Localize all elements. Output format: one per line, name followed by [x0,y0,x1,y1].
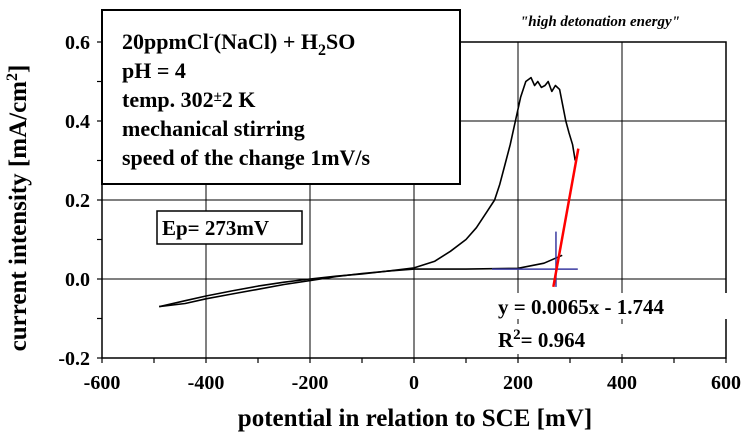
conditions-line-3-a: temp. 302 [122,87,214,112]
r2-annotation-bg [496,324,626,354]
conditions-line-2: pH = 4 [122,58,186,83]
x-tick-labels: -600 -400 -200 0 200 400 600 [84,372,741,394]
y-axis-title-sup: 2 [4,73,21,81]
y-tick-label-4: 0.6 [65,32,90,54]
conditions-line-3-b: 2 K [222,87,256,112]
conditions-line-1-b: (NaCl) + H [214,29,318,54]
r-squared: R2= 0.964 [498,327,586,352]
series-line-0 [159,76,576,308]
conditions-line-4: mechanical stirring [122,116,305,141]
ep-label: Ep= 273mV [162,216,269,240]
y-axis-title-close: ] [5,65,32,73]
y-tick-label-1: 0.0 [65,269,90,291]
y-tick-label-2: 0.2 [65,190,90,212]
x-tick-label-1: -400 [188,372,225,394]
ep-box-frame [156,210,303,245]
conditions-box-frame [101,9,461,185]
y-tick-label-3: 0.4 [65,111,90,133]
fit-equation: y = 0.0065x - 1.744 [498,295,664,319]
conditions-line-1-c: SO [326,29,355,54]
x-tick-label-4: 200 [503,372,533,394]
fit-annotation: y = 0.0065x - 1.744 R2= 0.964 [496,293,746,354]
conditions-line-3: temp. 302±2 K [122,87,256,112]
x-tick-label-6: 600 [711,372,741,394]
ep-box: Ep= 273mV [156,210,303,245]
x-tick-label-0: -600 [84,372,121,394]
y-axis-title: current intensity [mA/cm2] [4,65,32,352]
top-label: "high detonation energy" [520,14,680,30]
y-tick-label-0: -0.2 [58,348,90,370]
x-axis-title: potential in relation to SCE [mV] [238,405,592,432]
y-tick-labels: -0.2 0.0 0.2 0.4 0.6 [58,32,90,370]
x-tick-label-2: -200 [292,372,329,394]
conditions-line-3-pm: ± [214,89,222,105]
fit-line [552,148,580,288]
fit-annotation-bg [496,293,746,319]
r-squared-sup: 2 [513,327,521,343]
x-tick-label-3: 0 [409,372,419,394]
y-axis-title-main: current intensity [mA/cm [5,81,32,351]
overlay-layer [492,148,580,288]
conditions-line-1: 20ppmCl-(NaCl) + H2SO [122,29,355,59]
conditions-line-1-a: 20ppmCl [122,29,209,54]
r-squared-r: R [498,328,514,352]
conditions-line-1-sub: 2 [318,42,326,59]
x-tick-label-5: 400 [607,372,637,394]
r-squared-value: = 0.964 [521,328,586,352]
conditions-box: 20ppmCl-(NaCl) + H2SO pH = 4 temp. 302±2… [101,9,461,185]
conditions-line-5: speed of the change 1mV/s [122,145,371,170]
conditions-line-1-sup: - [209,29,214,45]
